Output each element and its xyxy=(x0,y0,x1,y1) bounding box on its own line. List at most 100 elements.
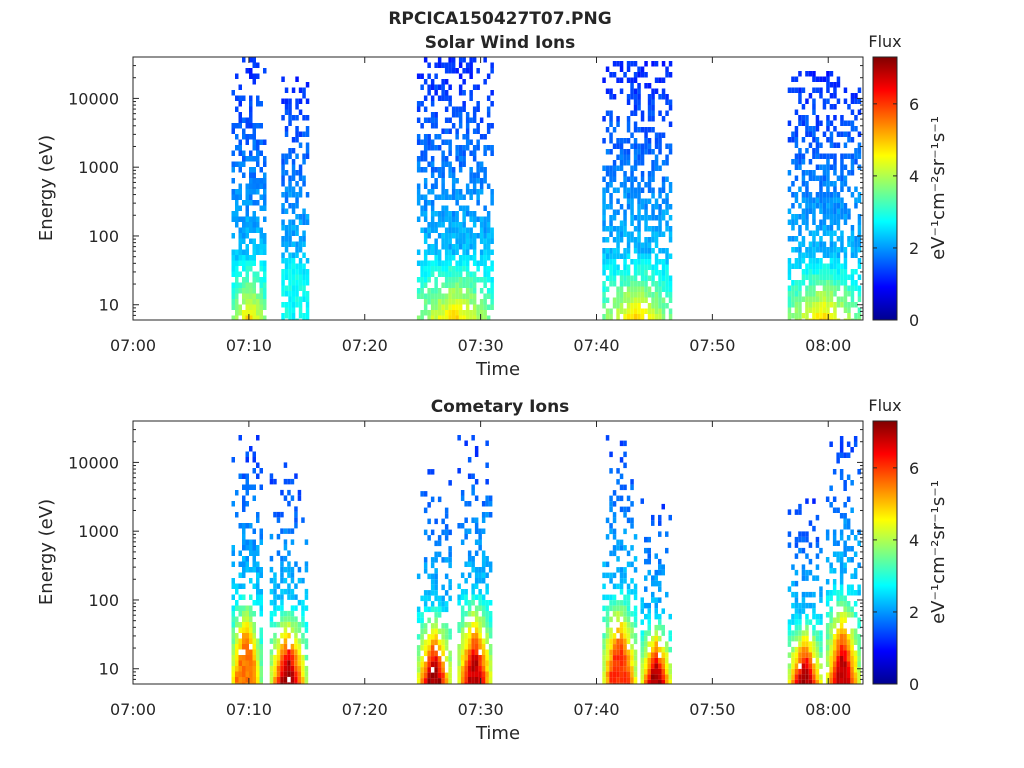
spectrogram-cell xyxy=(654,624,658,631)
spectrogram-cell xyxy=(843,175,848,181)
spectrogram-cell xyxy=(829,562,833,568)
spectrogram-cell xyxy=(437,661,442,668)
spectrogram-cell xyxy=(476,172,480,178)
spectrogram-cell xyxy=(427,639,431,646)
spectrogram-cell xyxy=(249,567,253,573)
spectrogram-cell xyxy=(633,622,638,628)
spectrogram-cell xyxy=(658,635,662,642)
spectrogram-cell xyxy=(471,660,475,666)
spectrogram-cell xyxy=(647,215,652,221)
spectrogram-cell xyxy=(423,678,428,684)
spectrogram-cell xyxy=(485,512,489,518)
spectrogram-cell xyxy=(434,656,438,662)
spectrogram-cell xyxy=(836,656,840,662)
spectrogram-cell xyxy=(252,62,256,68)
spectrogram-cell xyxy=(444,606,449,613)
spectrogram-cell xyxy=(612,61,617,67)
spectrogram-cell xyxy=(472,216,477,222)
spectrogram-cell xyxy=(832,584,837,590)
spectrogram-cell xyxy=(430,139,435,145)
spectrogram-cell xyxy=(238,95,242,101)
spectrogram-cell xyxy=(787,674,792,680)
spectrogram-cell xyxy=(626,121,631,127)
spectrogram-cell xyxy=(298,258,303,264)
spectrogram-cell xyxy=(847,302,851,308)
spectrogram-cell xyxy=(668,297,673,303)
spectrogram-cell xyxy=(843,568,847,574)
spectrogram-cell xyxy=(819,597,823,603)
spectrogram-cell xyxy=(287,682,291,684)
spectrogram-cell xyxy=(819,247,823,253)
spectrogram-cell xyxy=(857,230,862,236)
spectrogram-cell xyxy=(245,660,249,666)
spectrogram-cell xyxy=(623,154,627,160)
spectrogram-cell xyxy=(623,660,627,667)
spectrogram-cell xyxy=(469,150,473,156)
spectrogram-cell xyxy=(256,666,260,672)
spectrogram-cell xyxy=(791,225,795,231)
spectrogram-cell xyxy=(252,682,256,684)
spectrogram-cell xyxy=(651,231,655,237)
spectrogram-cell xyxy=(283,478,288,485)
spectrogram-cell xyxy=(256,677,260,683)
spectrogram-cell xyxy=(833,247,837,253)
spectrogram-cell xyxy=(437,535,442,541)
spectrogram-cell xyxy=(647,149,652,155)
spectrogram-cell xyxy=(287,572,291,578)
spectrogram-cell xyxy=(602,594,606,601)
spectrogram-cell xyxy=(836,617,840,623)
spectrogram-cell xyxy=(637,226,641,232)
spectrogram-cell xyxy=(420,101,424,107)
spectrogram-cell xyxy=(231,627,235,633)
spectrogram-cell xyxy=(242,633,246,639)
spectrogram-cell xyxy=(801,269,806,275)
spectrogram-cell xyxy=(276,511,281,518)
spectrogram-cell xyxy=(633,110,638,116)
spectrogram-cell xyxy=(231,644,235,650)
spectrogram-cell xyxy=(416,117,421,123)
spectrogram-cell xyxy=(423,156,428,162)
spectrogram-cell xyxy=(794,313,799,319)
spectrogram-cell xyxy=(840,296,844,302)
spectrogram-cell xyxy=(283,660,288,666)
spectrogram-cell xyxy=(252,451,256,457)
spectrogram-cell xyxy=(843,302,848,308)
spectrogram-cell xyxy=(460,495,465,501)
spectrogram-cell xyxy=(619,226,624,232)
spectrogram-cell xyxy=(416,101,421,107)
spectrogram-cell xyxy=(472,233,477,239)
spectrogram-cell xyxy=(843,639,847,645)
spectrogram-cell xyxy=(626,292,631,298)
spectrogram-cell xyxy=(242,528,246,534)
spectrogram-cell xyxy=(833,208,837,214)
spectrogram-cell xyxy=(640,286,645,292)
spectrogram-cell xyxy=(465,293,470,299)
spectrogram-cell xyxy=(478,622,482,628)
spectrogram-cell xyxy=(231,249,235,255)
spectrogram-cell xyxy=(465,233,470,239)
spectrogram-cell xyxy=(485,649,489,655)
spectrogram-cell xyxy=(238,473,242,479)
spectrogram-cell xyxy=(283,616,288,622)
spectrogram-cell xyxy=(605,314,610,320)
spectrogram-cell xyxy=(850,672,854,678)
spectrogram-cell xyxy=(661,182,666,188)
spectrogram-cell xyxy=(490,101,494,107)
spectrogram-cell xyxy=(665,264,669,270)
spectrogram-cell xyxy=(256,183,260,189)
spectrogram-cell xyxy=(478,594,482,600)
spectrogram-cell xyxy=(269,473,274,479)
spectrogram-cell xyxy=(833,214,837,220)
spectrogram-cell xyxy=(626,160,631,166)
spectrogram-cell xyxy=(668,182,673,188)
spectrogram-cell xyxy=(630,143,634,149)
spectrogram-cell xyxy=(815,575,820,581)
spectrogram-cell xyxy=(822,197,827,203)
spectrogram-cell xyxy=(302,153,306,159)
spectrogram-cell xyxy=(661,176,666,182)
spectrogram-cell xyxy=(822,181,827,187)
spectrogram-cell xyxy=(231,178,235,184)
spectrogram-cell xyxy=(420,595,424,602)
spectrogram-cell xyxy=(486,249,491,255)
spectrogram-cell xyxy=(252,123,256,129)
